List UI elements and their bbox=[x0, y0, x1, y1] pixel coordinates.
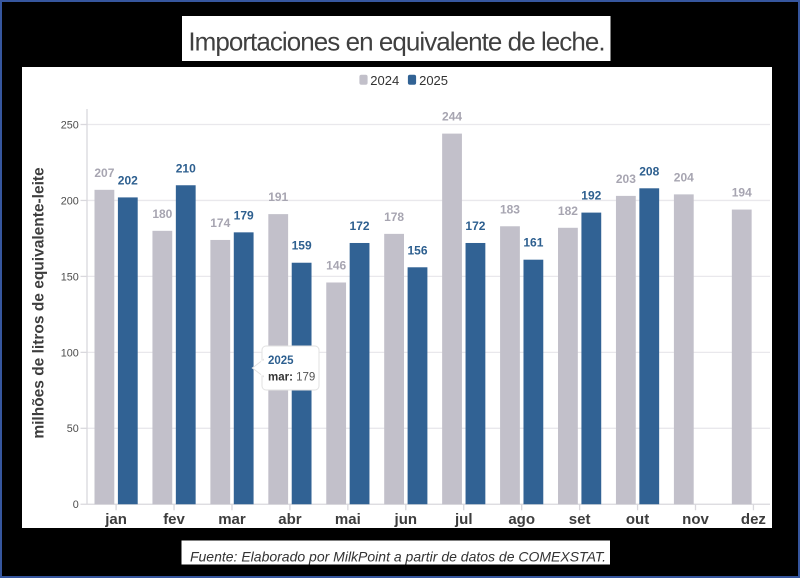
svg-text:156: 156 bbox=[407, 243, 427, 257]
svg-text:Importaciones en equivalente d: Importaciones en equivalente de leche. bbox=[188, 27, 604, 57]
svg-text:161: 161 bbox=[523, 236, 543, 250]
svg-text:208: 208 bbox=[639, 164, 659, 178]
svg-text:jun: jun bbox=[394, 511, 418, 528]
svg-text:172: 172 bbox=[465, 219, 485, 233]
svg-text:dez: dez bbox=[741, 511, 766, 528]
svg-text:set: set bbox=[569, 511, 591, 528]
svg-text:50: 50 bbox=[67, 423, 79, 435]
svg-text:203: 203 bbox=[616, 172, 636, 186]
svg-text:2025: 2025 bbox=[268, 355, 294, 367]
svg-text:jan: jan bbox=[104, 511, 127, 528]
svg-text:210: 210 bbox=[176, 161, 196, 175]
svg-text:fev: fev bbox=[163, 511, 185, 528]
svg-text:182: 182 bbox=[558, 204, 578, 218]
svg-text:2025: 2025 bbox=[419, 73, 448, 88]
svg-text:146: 146 bbox=[326, 258, 346, 272]
svg-text:179: 179 bbox=[234, 208, 254, 222]
svg-text:250: 250 bbox=[61, 119, 79, 131]
svg-text:mai: mai bbox=[335, 511, 361, 528]
svg-text:204: 204 bbox=[674, 170, 694, 184]
svg-text:192: 192 bbox=[581, 189, 601, 203]
svg-text:172: 172 bbox=[350, 219, 370, 233]
svg-text:milhões de litros de equivalen: milhões de litros de equivalente-leite bbox=[30, 167, 47, 439]
svg-text:0: 0 bbox=[73, 499, 79, 511]
svg-text:2024: 2024 bbox=[370, 73, 399, 88]
svg-text:nov: nov bbox=[682, 511, 709, 528]
svg-text:mar: 179: mar: 179 bbox=[268, 372, 315, 384]
svg-text:207: 207 bbox=[94, 166, 114, 180]
svg-text:jul: jul bbox=[454, 511, 473, 528]
svg-text:191: 191 bbox=[268, 190, 288, 204]
svg-text:159: 159 bbox=[292, 239, 312, 253]
svg-text:183: 183 bbox=[500, 202, 520, 216]
svg-text:ago: ago bbox=[508, 511, 535, 528]
svg-text:100: 100 bbox=[61, 347, 79, 359]
svg-text:150: 150 bbox=[61, 271, 79, 283]
svg-text:244: 244 bbox=[442, 110, 462, 124]
svg-text:180: 180 bbox=[152, 207, 172, 221]
svg-text:Fuente: Elaborado por MilkPoin: Fuente: Elaborado por MilkPoint a partir… bbox=[190, 549, 606, 565]
svg-text:202: 202 bbox=[118, 173, 138, 187]
svg-text:174: 174 bbox=[210, 216, 230, 230]
svg-text:178: 178 bbox=[384, 210, 404, 224]
svg-text:out: out bbox=[626, 511, 649, 528]
svg-text:200: 200 bbox=[61, 195, 79, 207]
svg-text:194: 194 bbox=[732, 186, 752, 200]
svg-text:mar: mar bbox=[218, 511, 246, 528]
svg-text:abr: abr bbox=[278, 511, 302, 528]
